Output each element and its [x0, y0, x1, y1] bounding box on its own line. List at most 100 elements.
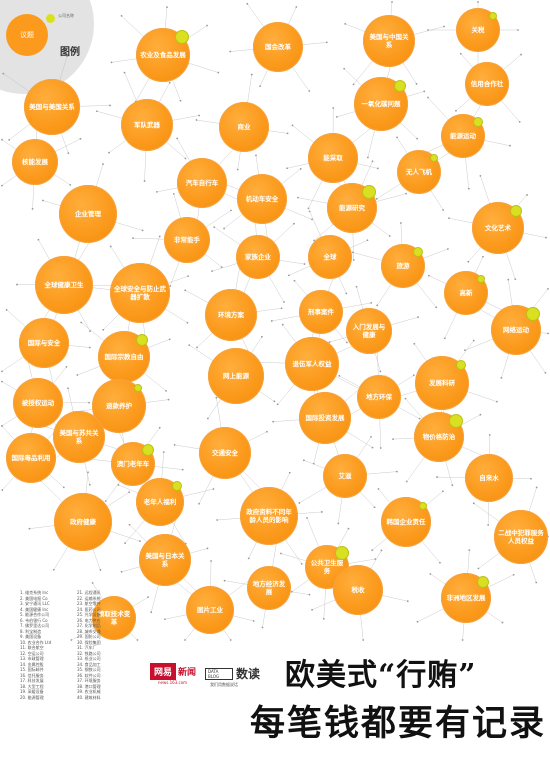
topic-label: 美国与中国关系 — [369, 33, 409, 49]
company-index-item: 22. 运输系统 — [77, 595, 101, 601]
topic-bubble: 家族企业 — [236, 235, 280, 279]
topic-bubble: 退伍军人权益 — [285, 337, 339, 391]
topic-label: 汽车自行车 — [185, 179, 219, 187]
topic-label: 入门发展与健康 — [352, 323, 386, 339]
company-node — [352, 83, 355, 86]
company-node — [65, 365, 68, 368]
logo-right: 新闻 — [178, 668, 197, 678]
company-node — [229, 639, 232, 641]
company-node — [388, 235, 391, 237]
topic-bubble: 被授权运动 — [13, 378, 63, 428]
company-node — [535, 486, 538, 489]
topic-bubble: 入门发展与健康 — [346, 308, 392, 354]
topic-label: 机动车安全 — [245, 195, 279, 203]
topic-label: 国际毒品利用 — [11, 454, 51, 462]
company-node — [367, 156, 369, 159]
company-dot — [430, 153, 439, 162]
company-node — [150, 611, 153, 614]
company-node — [517, 29, 519, 31]
company-node — [217, 71, 220, 74]
company-node — [355, 285, 358, 288]
topic-label: 美国与苏共关系 — [59, 429, 99, 445]
company-node — [138, 540, 141, 543]
company-node — [293, 279, 296, 282]
company-node — [311, 608, 313, 611]
company-node — [308, 210, 311, 213]
topic-bubble: 机动车安全 — [237, 174, 287, 224]
topic-label: 一氧化碳问题 — [361, 100, 401, 108]
company-node — [8, 138, 11, 141]
data-blog-name: 数读 — [236, 667, 261, 681]
company-node — [16, 283, 18, 286]
company-node — [472, 502, 475, 505]
company-node — [379, 370, 382, 373]
topic-label: 家族企业 — [245, 253, 271, 261]
topic-label: 能采取 — [323, 154, 343, 162]
company-node — [352, 259, 355, 261]
company-node — [509, 144, 511, 147]
company-dot — [526, 306, 541, 321]
company-node — [283, 301, 285, 303]
company-node — [186, 321, 189, 324]
topic-bubble: 国际毒品利用 — [6, 433, 56, 483]
company-node — [67, 152, 70, 155]
company-node — [128, 523, 131, 526]
company-node — [343, 67, 346, 70]
company-index-item: 18. 大型工程 — [20, 683, 44, 689]
company-node — [416, 137, 419, 140]
company-node — [345, 341, 348, 344]
company-index-item: 24. 医药公司 — [77, 606, 101, 612]
company-index-item: 10. 农业合作 Ltd — [20, 639, 52, 645]
company-node — [351, 251, 354, 254]
topic-label: 澳门老年车 — [116, 460, 150, 468]
company-node — [297, 196, 299, 199]
company-node — [1, 370, 3, 373]
company-node — [270, 320, 273, 322]
company-index-item: 39. 农业机械 — [77, 689, 101, 694]
company-index-item: 17. 科技发展 — [20, 678, 44, 683]
company-node — [166, 6, 168, 9]
company-index-item: 2. 美国电报 Co — [20, 595, 48, 601]
company-node — [104, 500, 107, 502]
company-node — [266, 430, 268, 433]
company-node — [147, 596, 150, 599]
topic-bubble: 图片工业 — [186, 586, 234, 634]
company-node — [158, 235, 161, 238]
topic-label: 无人飞机 — [406, 168, 432, 176]
company-node — [302, 459, 305, 462]
company-dot — [393, 80, 406, 93]
company-node — [206, 547, 209, 550]
company-node — [1, 184, 3, 187]
topic-label: 高新 — [459, 289, 473, 297]
company-node — [448, 217, 450, 220]
company-node — [439, 561, 441, 564]
topic-bubble: 艾滋 — [323, 454, 367, 498]
company-node — [220, 266, 223, 269]
company-node — [280, 307, 283, 310]
company-node — [31, 208, 34, 210]
company-index-item: 29. 国防公司 — [77, 634, 101, 639]
topic-label: 自来水 — [479, 474, 499, 482]
company-node — [120, 14, 123, 17]
company-node — [295, 6, 298, 8]
company-node — [427, 29, 429, 31]
company-node — [468, 549, 471, 552]
company-node — [379, 447, 382, 449]
topic-label: 物价格防治 — [422, 433, 456, 441]
company-node — [436, 476, 438, 478]
company-node — [427, 274, 430, 277]
company-index-item: 20. 能源管理 — [20, 694, 44, 700]
company-node — [455, 109, 457, 112]
company-node — [37, 238, 40, 241]
legend-title: 图例 — [60, 47, 80, 58]
company-dot — [174, 30, 189, 45]
company-node — [467, 260, 470, 263]
company-index-item: 15. 国际邮件 — [20, 667, 44, 672]
company-node — [487, 524, 490, 526]
company-node — [261, 626, 264, 629]
company-node — [230, 209, 232, 212]
topic-label: 军队武器 — [134, 121, 160, 129]
company-node — [371, 160, 374, 163]
legend-company-dot — [46, 14, 55, 23]
company-node — [223, 227, 226, 230]
